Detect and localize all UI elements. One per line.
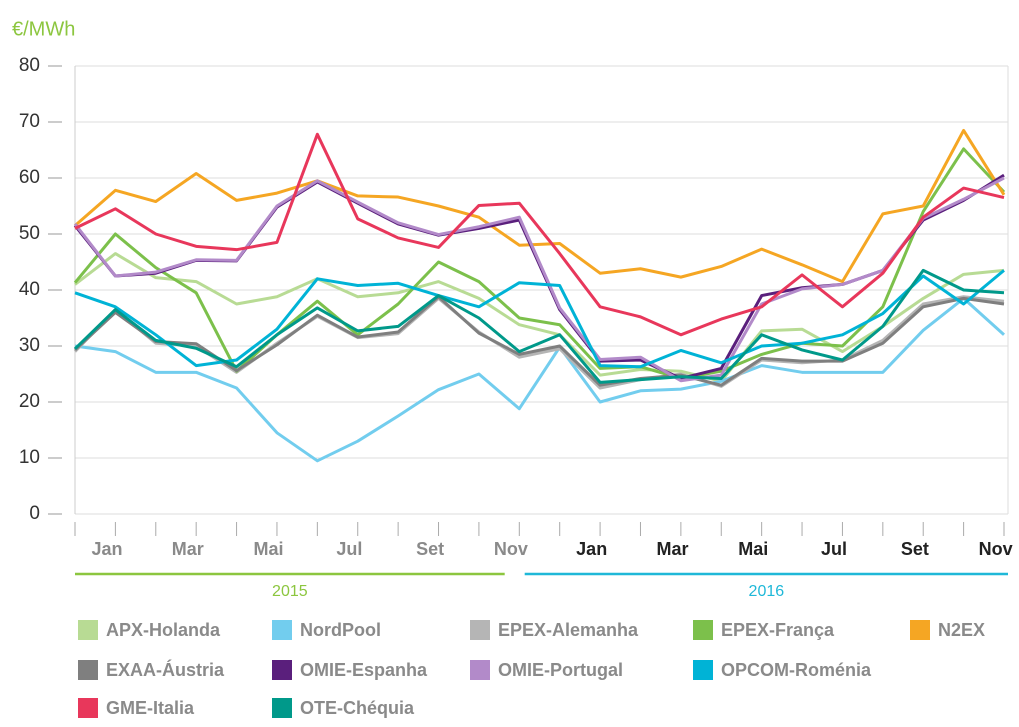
series-line <box>74 132 1005 337</box>
y-tick-label: 50 <box>19 223 40 244</box>
legend-swatch <box>910 620 930 640</box>
x-tick-label: Set <box>901 539 929 559</box>
x-tick-label: Nov <box>979 539 1013 559</box>
legend-label: EPEX-Alemanha <box>498 620 639 640</box>
x-tick-label: Jul <box>821 539 847 559</box>
legend-label: OPCOM-Roménia <box>721 660 872 680</box>
x-tick-label: Jan <box>576 539 607 559</box>
legend-swatch <box>272 698 292 718</box>
legend-label: GME-Italia <box>106 698 195 718</box>
series-line <box>73 176 1005 383</box>
y-tick-label: 40 <box>19 279 40 300</box>
legend-label: NordPool <box>300 620 381 640</box>
group-label: 2016 <box>749 583 785 600</box>
x-tick-label: Mai <box>254 539 284 559</box>
legend-swatch <box>78 660 98 680</box>
legend-label: N2EX <box>938 620 985 640</box>
y-tick-label: 0 <box>29 503 40 524</box>
y-tick-label: 20 <box>19 391 40 412</box>
legend-swatch <box>470 620 490 640</box>
legend-swatch <box>470 660 490 680</box>
x-tick-label: Jul <box>336 539 362 559</box>
y-tick-label: 10 <box>19 447 40 468</box>
x-tick-label: Mar <box>656 539 688 559</box>
legend-label: OMIE-Portugal <box>498 660 623 680</box>
series-line <box>73 268 1005 384</box>
x-tick-label: Jan <box>91 539 122 559</box>
legend-swatch <box>272 660 292 680</box>
series-line <box>74 128 1006 284</box>
group-label: 2015 <box>272 583 308 600</box>
series-line <box>73 147 1006 380</box>
series-line <box>74 252 1005 383</box>
y-tick-label: 70 <box>19 111 40 132</box>
legend-label: EXAA-Áustria <box>106 659 225 680</box>
legend-label: EPEX-França <box>721 620 835 640</box>
legend-swatch <box>272 620 292 640</box>
y-tick-label: 80 <box>19 55 40 76</box>
x-tick-label: Set <box>416 539 444 559</box>
legend-swatch <box>693 620 713 640</box>
series-line <box>73 295 1005 387</box>
series-line <box>74 269 1005 369</box>
y-tick-label: 60 <box>19 167 40 188</box>
legend-swatch <box>78 698 98 718</box>
legend-swatch <box>693 660 713 680</box>
legend-label: APX-Holanda <box>106 620 221 640</box>
x-tick-label: Nov <box>494 539 528 559</box>
y-tick-label: 30 <box>19 335 40 356</box>
series-line <box>74 296 1006 463</box>
legend-swatch <box>78 620 98 640</box>
x-tick-label: Mai <box>738 539 768 559</box>
y-axis-label: €/MWh <box>12 18 75 40</box>
legend-label: OTE-Chéquia <box>300 698 415 718</box>
legend-label: OMIE-Espanha <box>300 660 428 680</box>
x-tick-label: Mar <box>172 539 204 559</box>
